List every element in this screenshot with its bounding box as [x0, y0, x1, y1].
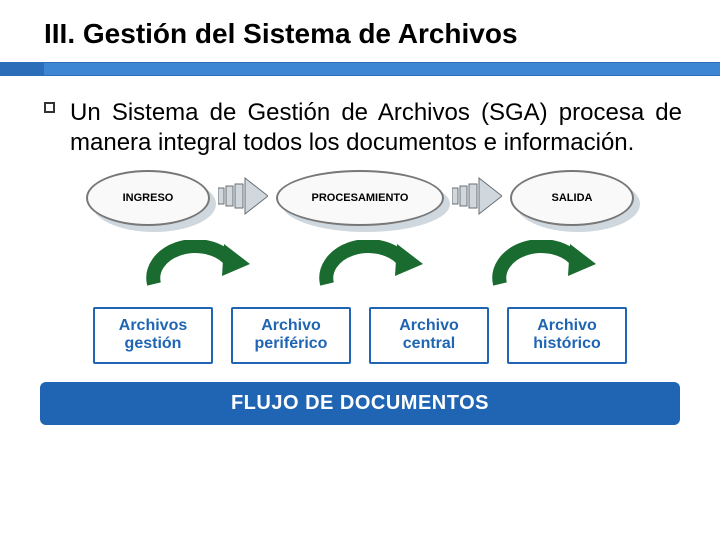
process-oval: INGRESO	[86, 170, 210, 226]
curved-arrow-icon	[315, 240, 425, 301]
curved-arrow-icon	[488, 240, 598, 301]
flow-arrow-icon	[218, 176, 268, 221]
footer-text: FLUJO DE DOCUMENTOS	[231, 392, 489, 414]
archive-box-line1: Archivo	[515, 317, 619, 335]
process-oval: PROCESAMIENTO	[276, 170, 444, 226]
archive-box-line2: periférico	[239, 335, 343, 353]
curved-arrow-icon	[142, 240, 252, 301]
process-oval-label: PROCESAMIENTO	[276, 170, 444, 226]
footer-bar: FLUJO DE DOCUMENTOS	[40, 382, 680, 425]
archive-box: Archivoperiférico	[231, 307, 351, 364]
archive-box: Archivosgestión	[93, 307, 213, 364]
archive-box-line1: Archivo	[239, 317, 343, 335]
process-flow-row: INGRESO PROCESAMIENTO SALIDA	[0, 170, 720, 226]
flow-arrow-icon	[452, 176, 502, 221]
curved-arrows-row	[0, 230, 720, 301]
body-paragraph-text: Un Sistema de Gestión de Archivos (SGA) …	[70, 99, 682, 156]
archive-box-line2: gestión	[101, 335, 205, 353]
slide-title: III. Gestión del Sistema de Archivos	[0, 0, 720, 62]
body-paragraph: Un Sistema de Gestión de Archivos (SGA) …	[0, 76, 720, 168]
archive-box-line2: central	[377, 335, 481, 353]
bullet-icon	[44, 102, 55, 113]
archive-boxes-row: ArchivosgestiónArchivoperiféricoArchivoc…	[0, 301, 720, 364]
process-oval-label: SALIDA	[510, 170, 634, 226]
archive-box: Archivocentral	[369, 307, 489, 364]
archive-box: Archivohistórico	[507, 307, 627, 364]
title-underline-bar	[0, 62, 720, 76]
archive-box-line1: Archivos	[101, 317, 205, 335]
archive-box-line1: Archivo	[377, 317, 481, 335]
process-oval: SALIDA	[510, 170, 634, 226]
archive-box-line2: histórico	[515, 335, 619, 353]
process-oval-label: INGRESO	[86, 170, 210, 226]
